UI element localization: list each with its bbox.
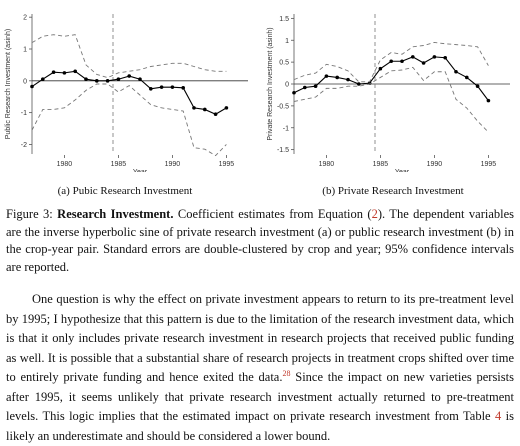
estimate-point [105, 79, 110, 83]
footnote-28-link[interactable]: 28 [282, 368, 291, 378]
x-tick-label: 1990 [165, 161, 181, 168]
y-tick-label: 1.5 [279, 16, 289, 23]
estimate-point [203, 107, 207, 112]
estimate-point [357, 82, 361, 86]
estimate-point [30, 84, 34, 89]
y-tick-label: 0 [23, 78, 27, 85]
body-paragraph: One question is why the effect on privat… [6, 290, 514, 446]
estimate-point [432, 55, 437, 59]
estimate-point [443, 55, 447, 60]
estimate-point [346, 77, 350, 82]
estimate-point [313, 84, 318, 88]
y-tick-label: -1.5 [277, 147, 289, 154]
estimate-point [303, 85, 307, 90]
equation-reference-link[interactable]: 2 [371, 207, 378, 221]
y-tick-label: 0.5 [279, 60, 289, 67]
x-tick-label: 1985 [111, 161, 127, 168]
chart-public-research: 2 1 0 -1 -2 1980 1985 1990 1995 Year Public Resear… [5, 14, 248, 172]
x-tick-label: 1980 [319, 161, 335, 168]
y-tick-label: 1 [23, 47, 27, 54]
estimate-point [149, 86, 153, 91]
estimate-point [84, 77, 88, 82]
estimate-point [486, 98, 491, 103]
y-tick-label: 0 [285, 82, 289, 89]
estimate-point [138, 77, 142, 82]
estimate-point [475, 84, 480, 88]
lower-ci-line [31, 83, 227, 157]
figure-label: Figure 3: [6, 207, 53, 221]
estimate-point [41, 77, 45, 82]
estimate-point [159, 85, 164, 89]
estimate-point [335, 75, 339, 80]
paragraph-text-1: One question is why the effect on privat… [6, 292, 514, 384]
estimate-point [224, 106, 229, 110]
estimate-point [400, 59, 404, 64]
subcaption-a: (a) Pubic Research Investment [57, 185, 193, 197]
lower-ci-line [293, 66, 489, 133]
estimate-point [95, 79, 99, 83]
estimate-point [181, 86, 185, 90]
figure-title: Research Investment. [57, 207, 174, 221]
x-tick-label: 1980 [57, 161, 73, 168]
estimate-point [73, 69, 77, 74]
estimate-point [421, 61, 426, 65]
paragraph-text-2: Since the impact on new varieties persis… [6, 370, 514, 423]
y-tick-label: -2 [21, 142, 27, 149]
y-tick-label: 2 [23, 15, 27, 22]
estimate-point [51, 70, 56, 75]
estimate-point [116, 77, 121, 82]
x-tick-label: 1995 [219, 161, 235, 168]
estimate-point [170, 85, 175, 89]
x-tick-label: 1990 [427, 161, 443, 168]
figure-panel-public: 2 1 0 -1 -2 1980 1985 1990 1995 Year Public Resear… [0, 6, 258, 172]
subcaption-b: (b) Private Research Investment [322, 185, 464, 197]
y-tick-label: -0.5 [277, 103, 289, 110]
y-axis-label: Public Research Investment (asinh) [5, 29, 12, 140]
estimate-point [127, 74, 131, 78]
estimate-point [389, 59, 393, 64]
estimate-line [293, 56, 489, 101]
estimate-point [192, 106, 196, 110]
estimate-point [454, 69, 458, 74]
chart-private-research: 1.5 1 0.5 0 -0.5 -1 -1.5 1980 1985 1990 1995 Year Pr… [267, 14, 510, 172]
estimate-point [465, 75, 469, 80]
estimate-point [411, 55, 415, 59]
table-reference-link[interactable]: 4 [495, 409, 502, 423]
y-tick-label: -1 [283, 125, 289, 132]
caption-text-2: ). The dependent variables are the inver… [6, 207, 515, 274]
figure-caption: Figure 3: Research Investment. Coefficie… [6, 206, 514, 276]
x-axis-label: Year [395, 169, 410, 172]
y-tick-label: -1 [21, 110, 27, 117]
estimate-point [324, 74, 329, 78]
x-axis-label: Year [133, 169, 148, 172]
x-tick-label: 1985 [373, 161, 389, 168]
estimate-point [62, 71, 67, 75]
estimate-point [292, 90, 296, 95]
y-axis-label: Private Research Investment (asinh) [267, 27, 274, 140]
caption-text-1: Coefficient estimates from Equation ( [177, 207, 372, 221]
x-tick-label: 1995 [481, 161, 497, 168]
figure-panel-private: 1.5 1 0.5 0 -0.5 -1 -1.5 1980 1985 1990 1995 Year Pr… [262, 6, 520, 172]
y-tick-label: 1 [285, 38, 289, 45]
upper-ci-line [31, 34, 227, 79]
estimate-point [378, 66, 383, 71]
estimate-point [213, 112, 218, 117]
upper-ci-line [293, 41, 489, 83]
